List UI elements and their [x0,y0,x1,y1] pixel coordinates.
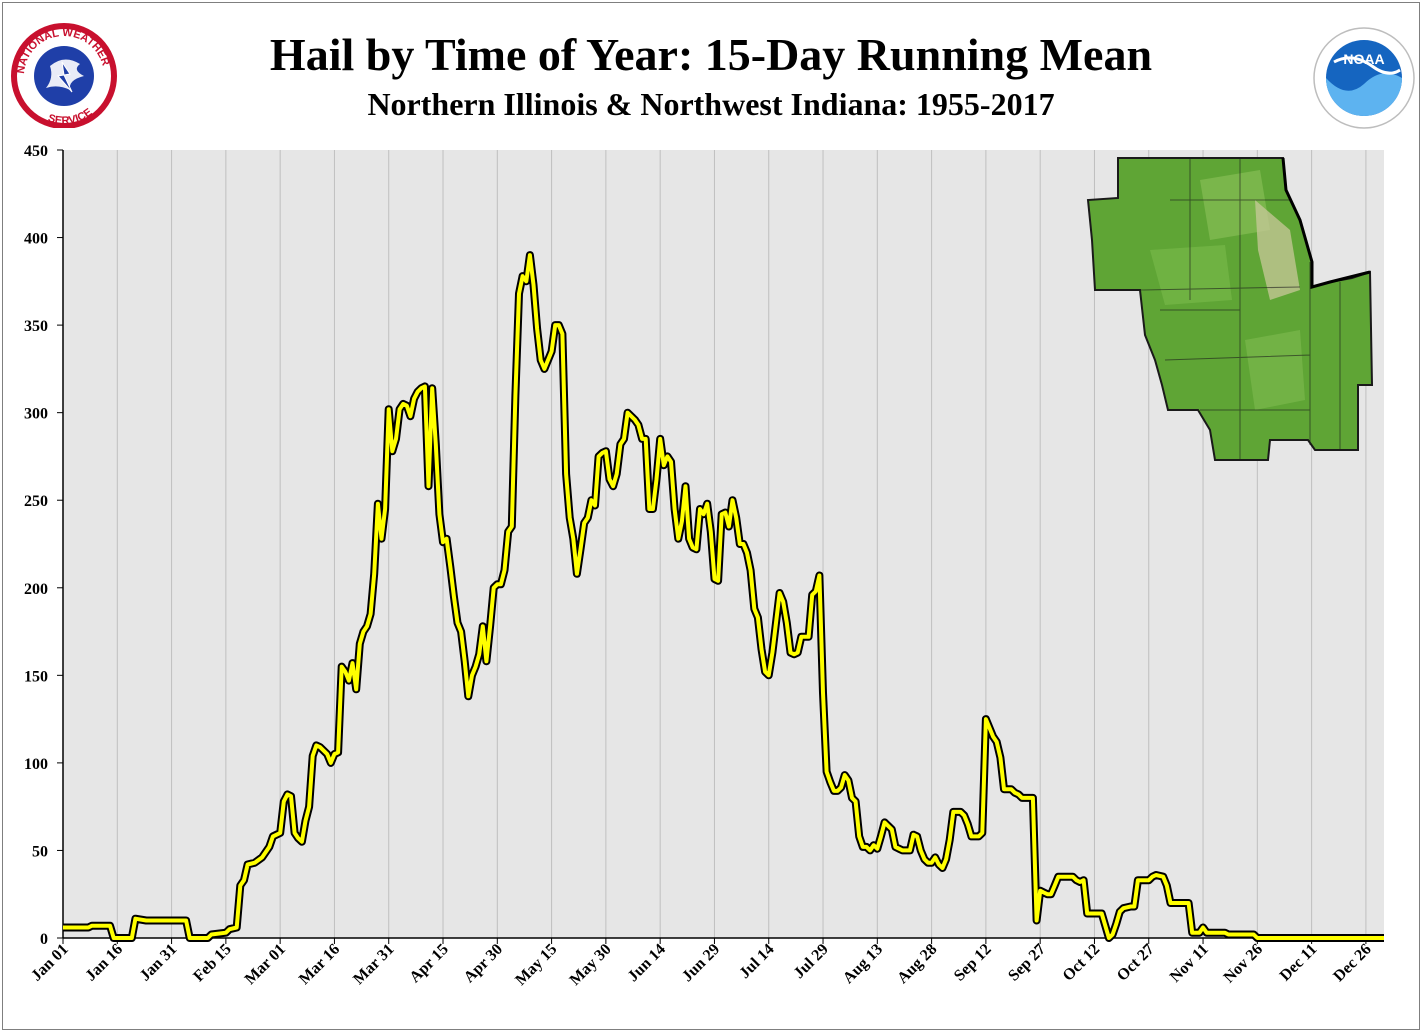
x-tick-label: Jul 14 [736,941,777,982]
x-tick-label: Jan 16 [82,941,126,985]
x-tick-label: Apr 30 [461,941,506,986]
x-tick-label: Jun 29 [679,941,723,985]
x-tick-label: Dec 26 [1330,941,1374,985]
y-tick-label: 200 [24,581,48,598]
noaa-logo-icon: NOAA [1313,27,1415,129]
x-tick-label: Jul 29 [791,941,832,982]
x-tick-label: Oct 27 [1114,941,1158,985]
x-axis: Jan 01 Jan 16 Jan 31 Feb 15 Mar 01 Mar 16 Mar … [28,937,1384,989]
x-tick-label: Mar 01 [242,941,289,988]
y-tick-label: 100 [24,756,48,773]
chart-title: Hail by Time of Year: 15-Day Running Mea… [269,29,1153,80]
y-tick-label: 350 [24,318,48,335]
y-tick-label: 0 [40,931,48,948]
nws-logo-icon: NATIONAL WEATHER SERVICE [11,23,117,128]
x-tick-label: Feb 15 [190,941,234,985]
x-tick-label: Oct 12 [1060,941,1104,985]
x-tick-label: May 30 [567,941,615,989]
y-tick-label: 450 [24,143,48,160]
series-line [63,253,1384,940]
x-tick-label: Jun 14 [625,941,669,985]
y-tick-label: 250 [24,493,48,510]
x-tick-label: Jan 31 [137,941,181,985]
x-tick-label: Aug 28 [894,941,940,987]
x-tick-label: Apr 15 [406,941,451,986]
x-tick-label: May 15 [512,941,560,989]
region-map-icon [1086,157,1374,461]
x-tick-label: Dec 11 [1277,941,1321,985]
x-tick-label: Nov 11 [1167,941,1212,986]
y-tick-label: 150 [24,668,48,685]
y-tick-label: 400 [24,231,48,248]
x-tick-label: Mar 31 [350,941,397,988]
x-tick-label: Nov 26 [1221,941,1267,987]
y-tick-label: 50 [32,843,48,860]
x-tick-label: Aug 13 [840,941,886,987]
x-tick-label: Jan 01 [28,941,72,985]
x-tick-label: Sep 27 [1005,941,1049,985]
chart-subtitle: Northern Illinois & Northwest Indiana: 1… [367,86,1055,122]
y-axis: 0 50 100 150 200 250 300 350 400 450 [24,143,64,948]
x-tick-label: Mar 16 [296,941,343,988]
x-tick-label: Sep 12 [951,941,995,985]
y-tick-label: 300 [24,406,48,423]
svg-text:NOAA: NOAA [1343,51,1384,67]
